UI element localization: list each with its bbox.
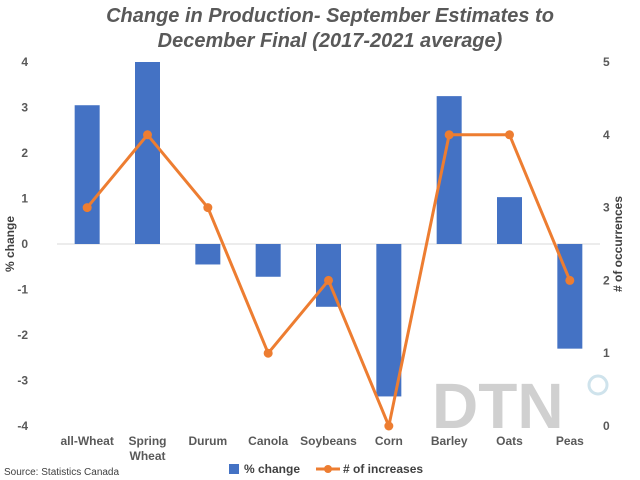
legend: % change # of increases [229, 462, 423, 476]
line-point [565, 275, 575, 285]
x-axis-labels: all-Wheat Spring Wheat Durum Canola Soybeans C… [60, 434, 584, 463]
line-point [82, 203, 92, 213]
line-point [324, 275, 333, 285]
x-tick-label: Barley [431, 434, 468, 448]
bar-oats [497, 197, 522, 244]
bar-corn [376, 244, 402, 397]
y2-tick-label: 3 [603, 201, 610, 215]
bar-spring-wheat [135, 62, 160, 244]
line-point [444, 130, 454, 140]
y-tick-label: 3 [21, 101, 28, 115]
legend-line-label: # of increases [343, 462, 423, 476]
y2-tick-label: 2 [603, 273, 610, 287]
x-tick-label: Soybeans [300, 434, 357, 448]
legend-bar-swatch [229, 464, 239, 474]
y-axis-label: % change [3, 216, 17, 272]
x-tick-label: Spring Wheat [129, 434, 167, 463]
y-tick-label: -2 [17, 328, 28, 342]
y-tick-label: -3 [17, 374, 28, 388]
y2-tick-label: 5 [603, 55, 610, 69]
y-tick-label: 0 [21, 237, 28, 251]
chart-title-line-2: December Final (2017-2021 average) [158, 30, 503, 52]
legend-line-marker [324, 465, 332, 473]
dtn-logo-text: DTN [432, 370, 564, 442]
dtn-logo: DTN [432, 370, 609, 442]
y-tick-label: 4 [21, 55, 28, 69]
source-note: Source: Statistics Canada [4, 467, 119, 478]
bar-durum [195, 244, 221, 265]
x-tick-label: Durum [188, 434, 227, 448]
bars [74, 62, 583, 397]
line-point [143, 130, 152, 140]
bar-canola [255, 244, 281, 277]
x-tick-label: Canola [248, 434, 288, 448]
line-point [505, 130, 514, 140]
bar-soybeans [316, 244, 341, 307]
y-tick-label: -4 [17, 419, 28, 433]
line-series [82, 130, 575, 431]
line-point [263, 348, 273, 358]
x-tick-label: all-Wheat [60, 434, 113, 448]
legend-bar-label: % change [244, 462, 300, 476]
y-tick-label: -1 [17, 283, 28, 297]
line-point [203, 203, 213, 213]
dtn-logo-circle [587, 374, 609, 396]
x-tick-label: Peas [556, 434, 584, 448]
line-point [384, 421, 394, 431]
y-tick-label: 2 [21, 146, 28, 160]
y2-axis-label: # of occurrences [611, 196, 625, 292]
x-tick-label: Oats [496, 434, 523, 448]
x-tick-label: Corn [375, 434, 403, 448]
y-tick-label: 1 [21, 192, 28, 206]
y2-tick-label: 1 [603, 346, 610, 360]
chart-title-line-1: Change in Production- September Estimate… [106, 5, 554, 27]
bar-all-wheat [74, 105, 100, 244]
y2-tick-label: 4 [603, 128, 610, 142]
y2-tick-label: 0 [603, 419, 610, 433]
